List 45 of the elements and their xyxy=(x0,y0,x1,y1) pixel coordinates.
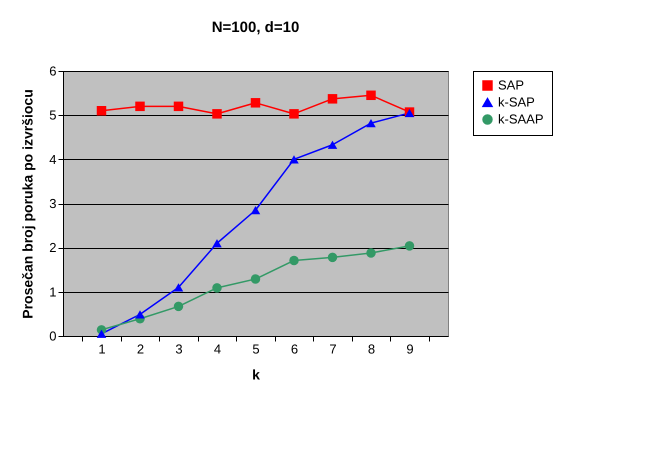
x-tick-label: 3 xyxy=(175,342,183,356)
point xyxy=(328,94,338,104)
point xyxy=(250,274,260,284)
y-tick-label: 1 xyxy=(49,284,56,300)
point xyxy=(212,109,222,119)
point xyxy=(366,248,376,258)
point xyxy=(212,239,222,248)
x-tick-label: 8 xyxy=(368,342,376,356)
x-tick-label: 7 xyxy=(329,342,337,356)
point xyxy=(174,102,184,112)
point xyxy=(135,102,145,112)
point xyxy=(174,302,184,312)
point xyxy=(174,283,184,292)
point xyxy=(328,140,338,149)
point xyxy=(212,283,222,293)
legend-label: k-SAAP xyxy=(498,112,544,126)
legend-label: k-SAP xyxy=(498,94,535,110)
point xyxy=(289,256,299,266)
x-tick-label: 5 xyxy=(252,342,260,356)
x-tick-label: 4 xyxy=(214,342,222,356)
legend-label: SAP xyxy=(498,78,524,92)
x-tick-label: 6 xyxy=(290,342,298,356)
x-tick-label: 9 xyxy=(406,342,414,356)
y-axis-title: Prosečan broj poruka po izvršiocu xyxy=(19,89,36,319)
x-tick-label: 2 xyxy=(136,342,144,356)
y-tick-label: 4 xyxy=(49,152,56,167)
point xyxy=(289,155,299,164)
point xyxy=(96,106,106,116)
point xyxy=(366,119,376,128)
point xyxy=(404,241,414,251)
y-tick-label: 2 xyxy=(49,240,56,256)
point xyxy=(96,330,106,338)
chart-title: N=100, d=10 xyxy=(212,19,300,36)
y-tick-label: 0 xyxy=(49,328,56,344)
point xyxy=(366,90,376,100)
y-tick-label: 3 xyxy=(49,196,56,211)
point xyxy=(328,252,338,262)
x-tick-label: 1 xyxy=(98,342,106,356)
y-tick-label: 5 xyxy=(49,108,56,123)
point xyxy=(250,98,260,108)
point xyxy=(289,109,299,119)
y-tick-label: 6 xyxy=(49,64,56,78)
x-axis-title: k xyxy=(252,366,260,382)
point xyxy=(135,310,145,318)
point xyxy=(250,206,260,214)
